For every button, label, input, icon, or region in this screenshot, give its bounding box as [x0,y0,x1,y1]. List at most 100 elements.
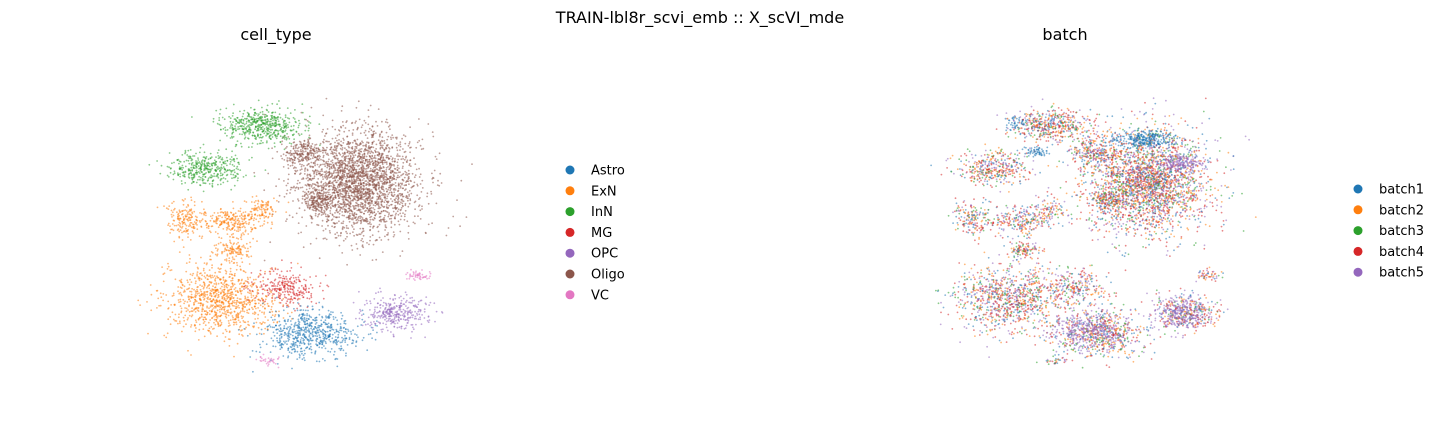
scatter-point-oligo [385,220,388,223]
scatter-point-oligo [360,191,362,194]
scatter-point-oligo [385,204,388,206]
scatter-point-inn [286,107,289,109]
scatter-point-inn [209,152,212,155]
scatter-point-oligo [410,192,413,195]
scatter-point-oligo [335,171,337,174]
scatter-point-exn [203,275,206,278]
scatter-point-oligo [328,176,331,179]
scatter-point-exn [234,212,237,215]
scatter-point-oligo [350,174,352,177]
scatter-point-oligo [352,231,354,234]
scatter-point-inn [229,117,232,120]
scatter-point-oligo [364,144,366,147]
scatter-point-oligo [383,148,386,151]
scatter-point-exn [230,288,233,291]
scatter-point-exn [204,272,206,274]
scatter-point-oligo [317,170,320,173]
scatter-point-oligo [363,177,365,180]
scatter-point-oligo [341,214,344,217]
scatter-point-exn [194,277,196,279]
panel-title-cell-type: cell_type [240,25,311,45]
scatter-point-inn [167,176,170,178]
scatter-point-inn [215,175,218,178]
scatter-point-oligo [351,217,354,220]
scatter-point-oligo [327,206,330,209]
scatter-point-oligo [396,161,399,164]
scatter-point-exn [211,251,214,254]
scatter-point-oligo [323,138,325,141]
scatter-point-oligo [303,139,306,142]
scatter-point-oligo [381,182,384,185]
scatter-point-oligo [382,210,385,212]
scatter-point-inn [180,166,183,169]
scatter-point-inn [286,137,288,140]
scatter-point-exn [196,274,199,277]
scatter-point-oligo [356,209,359,212]
scatter-point-exn [169,316,172,318]
scatter-point-exn [240,315,243,317]
scatter-point-oligo [362,170,365,173]
scatter-point-oligo [355,243,358,245]
scatter-point-oligo [418,198,420,201]
scatter-point-inn [191,158,194,161]
scatter-point-oligo [334,212,336,214]
scatter-point-oligo [340,110,343,112]
scatter-point-oligo [384,224,387,227]
scatter-point-oligo [326,220,328,223]
scatter-point-exn [234,218,237,220]
scatter-point-exn [223,312,226,315]
scatter-point-oligo [391,134,394,137]
scatter-point-exn [255,302,257,305]
scatter-point-oligo [300,165,303,168]
scatter-point-oligo [404,204,407,207]
scatter-point-oligo [363,182,365,184]
scatter-point-oligo [366,218,368,221]
scatter-point-oligo [357,192,360,195]
scatter-point-oligo [342,124,345,127]
scatter-point-inn [213,172,216,175]
scatter-point-exn [208,269,211,271]
scatter-point-oligo [359,160,362,163]
scatter-point-inn [181,164,184,167]
scatter-point-oligo [414,208,416,211]
scatter-point-oligo [326,128,329,130]
scatter-point-oligo [337,234,340,237]
scatter-point-oligo [301,202,303,204]
scatter-point-inn [237,177,239,180]
scatter-point-oligo [383,142,386,145]
scatter-point-oligo [352,154,355,157]
scatter-point-oligo [287,178,290,181]
scatter-point-exn [215,303,218,306]
scatter-point-oligo [400,201,402,204]
scatter-point-inn [204,176,207,178]
scatter-point-oligo [277,201,280,203]
scatter-point-oligo [388,168,391,170]
scatter-point-inn [248,128,250,131]
scatter-point-oligo [362,166,365,168]
scatter-point-oligo [371,180,374,182]
scatter-point-inn [292,124,295,127]
scatter-point-oligo [294,172,296,175]
scatter-point-oligo [334,206,336,208]
scatter-point-oligo [401,250,404,253]
scatter-point-oligo [373,208,376,211]
scatter-point-oligo [318,257,321,260]
scatter-point-oligo [465,216,468,219]
scatter-point-exn [191,287,194,290]
scatter-point-oligo [325,170,328,173]
scatter-point-inn [262,113,264,116]
scatter-point-oligo [346,151,349,154]
scatter-point-oligo [322,154,325,157]
scatter-point-oligo [366,176,369,179]
scatter-point-inn [255,117,258,120]
scatter-point-oligo [344,147,346,150]
scatter-point-oligo [336,134,339,137]
scatter-point-exn [220,321,223,324]
scatter-point-oligo [333,146,336,148]
scatter-point-oligo [303,194,306,197]
scatter-point-exn [239,265,242,268]
scatter-point-oligo [343,130,346,133]
scatter-point-oligo [371,141,374,144]
scatter-point-oligo [326,204,329,207]
scatter-point-inn [235,129,237,132]
